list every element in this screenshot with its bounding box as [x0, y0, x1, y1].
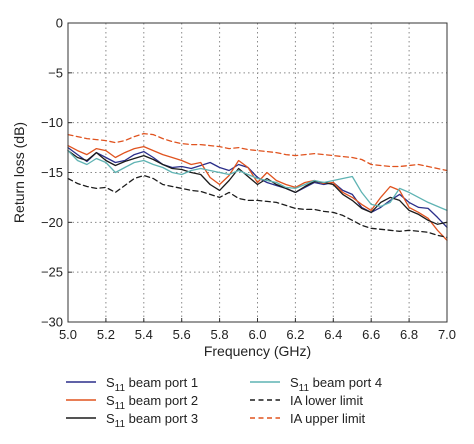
grid-lines	[68, 23, 447, 322]
x-tick-label: 5.2	[97, 327, 115, 342]
series-line-4	[67, 149, 448, 212]
legend-label: IA upper limit	[290, 411, 366, 426]
x-tick-label: 6.6	[362, 327, 380, 342]
x-tick-label: 6.0	[248, 327, 266, 342]
y-tick-label: 0	[56, 16, 63, 31]
y-tick-label: −10	[41, 115, 63, 130]
y-axis-label: Return loss (dB)	[11, 122, 27, 223]
legend-label: S11 beam port 3	[106, 411, 198, 430]
legend-label: S11 beam port 4	[290, 375, 382, 394]
y-tick-label: −25	[41, 265, 63, 280]
x-tick-label: 6.2	[286, 327, 304, 342]
x-tick-label: 5.6	[173, 327, 191, 342]
series-lines	[67, 132, 448, 241]
series-line-6	[67, 132, 448, 172]
x-axis-label: Frequency (GHz)	[204, 343, 311, 359]
y-tick-label: −5	[48, 65, 63, 80]
legend-label: S11 beam port 1	[106, 375, 198, 394]
legend-label: IA lower limit	[290, 393, 363, 408]
x-tick-label: 5.0	[59, 327, 77, 342]
x-tick-label: 6.8	[400, 327, 418, 342]
x-tick-label: 5.8	[211, 327, 229, 342]
series-line-5	[67, 174, 448, 238]
axis-ticks: 5.0 5.2 5.4 5.6 5.8 6.0 6.2 6.4 6.6 6.8 7.0 0 −5 −10 −…	[41, 16, 456, 343]
series-line-2	[67, 144, 448, 241]
y-tick-label: −30	[41, 315, 63, 330]
legend-label: S11 beam port 2	[106, 393, 198, 412]
x-tick-label: 7.0	[438, 327, 456, 342]
x-tick-label: 5.4	[135, 327, 153, 342]
x-tick-label: 6.4	[324, 327, 342, 342]
y-tick-label: −20	[41, 215, 63, 230]
series-line-3	[67, 149, 448, 225]
y-tick-label: −15	[41, 165, 63, 180]
